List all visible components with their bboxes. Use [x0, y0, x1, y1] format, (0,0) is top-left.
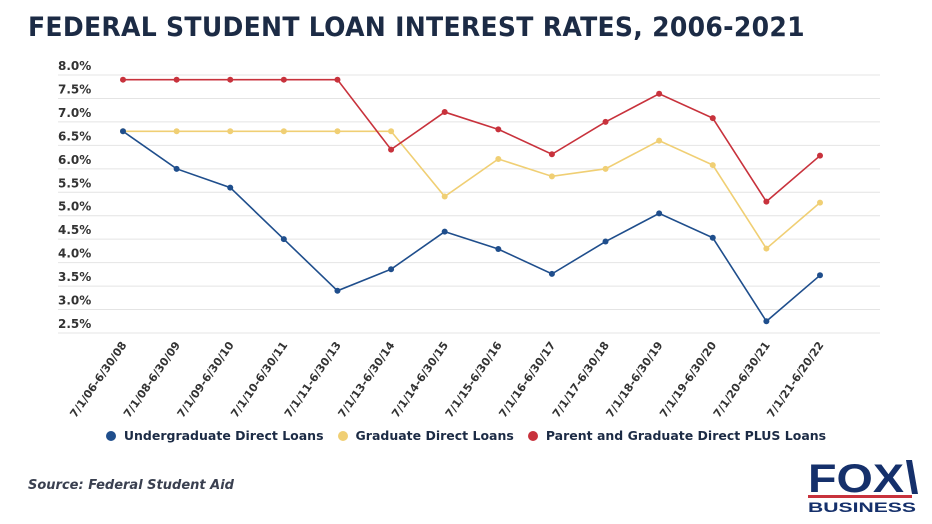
data-point [334, 128, 341, 135]
data-point [709, 234, 716, 241]
data-point [227, 128, 234, 135]
fox-business-logo: FOX BUSINESS [808, 457, 918, 514]
data-point [817, 152, 823, 159]
data-point [602, 118, 609, 125]
data-point [334, 287, 341, 294]
legend-item-undergraduate: Undergraduate Direct Loans [105, 428, 324, 443]
data-point [602, 238, 609, 245]
data-point [120, 76, 126, 83]
legend-marker [527, 430, 538, 441]
data-point [548, 173, 555, 180]
data-point [495, 126, 502, 133]
legend-label: Graduate Direct Loans [355, 428, 514, 443]
data-point [388, 128, 395, 135]
data-point [227, 184, 234, 191]
data-point [441, 228, 448, 235]
data-point [334, 76, 341, 83]
y-tick-label: 4.0% [58, 247, 91, 261]
data-point [173, 128, 180, 135]
data-point [227, 76, 234, 83]
data-point [656, 90, 663, 97]
data-point [763, 198, 770, 205]
x-tick-label: 7/1/18-6/30/19 [604, 339, 666, 420]
data-point [120, 128, 126, 135]
data-point [656, 137, 663, 144]
series-line-1 [123, 130, 821, 250]
data-point [602, 165, 609, 172]
y-tick-label: 8.0% [58, 59, 91, 73]
legend-label: Undergraduate Direct Loans [123, 428, 324, 443]
y-tick-label: 6.5% [58, 129, 91, 143]
y-tick-label: 7.5% [58, 82, 91, 96]
x-tick-label: 7/1/14-6/30/15 [389, 339, 451, 420]
x-tick-label: 7/1/11-6/30/13 [282, 339, 344, 420]
data-point [280, 236, 287, 243]
y-tick-label: 5.5% [58, 176, 91, 190]
data-point [280, 76, 287, 83]
x-tick-label: 7/1/19-6/30/20 [657, 339, 719, 420]
x-tick-label: 7/1/16-6/30/17 [496, 339, 558, 420]
svg-text:FOX: FOX [808, 457, 904, 501]
x-tick-label: 7/1/21-6/20/22 [764, 339, 826, 420]
data-point [388, 266, 395, 273]
y-tick-label: 5.0% [58, 200, 91, 214]
data-point [656, 210, 663, 217]
data-point [763, 318, 770, 325]
legend-marker [337, 430, 348, 441]
y-tick-label: 6.0% [58, 153, 91, 167]
data-point [548, 151, 555, 158]
data-point [495, 155, 502, 162]
y-tick-label: 3.5% [58, 270, 91, 284]
x-tick-label: 7/1/15-6/30/16 [443, 339, 505, 420]
chart-title: FEDERAL STUDENT LOAN INTEREST RATES, 200… [28, 12, 805, 43]
data-point [709, 115, 716, 122]
x-tick-label: 7/1/13-6/30/14 [336, 339, 398, 420]
data-point [709, 162, 716, 169]
series-line-2 [123, 78, 821, 203]
data-point [817, 199, 823, 206]
series-line-0 [122, 130, 821, 323]
y-tick-label: 2.5% [58, 317, 91, 331]
legend: Undergraduate Direct Loans Graduate Dire… [0, 428, 932, 443]
svg-text:BUSINESS: BUSINESS [808, 499, 916, 514]
legend-label: Parent and Graduate Direct PLUS Loans [545, 428, 827, 443]
x-tick-label: 7/1/08-6/30/09 [121, 339, 183, 420]
source-note: Source: Federal Student Aid [28, 478, 234, 493]
data-point [388, 146, 395, 153]
y-tick-label: 3.0% [58, 294, 91, 308]
x-tick-label: 7/1/06-6/30/08 [67, 339, 129, 420]
legend-item-graduate: Graduate Direct Loans [337, 428, 514, 443]
data-point [173, 165, 180, 172]
data-point [763, 245, 770, 252]
y-tick-label: 4.5% [58, 223, 91, 237]
legend-marker [105, 430, 116, 441]
x-tick-label: 7/1/17-6/30/18 [550, 339, 612, 420]
data-point [280, 128, 287, 135]
line-chart: 8.0% 7.5% 7.0% 6.5% 6.0% 5.5% 5.0% 4.5% 4.0% 3.5%… [58, 59, 880, 420]
data-point [548, 270, 555, 277]
data-point [495, 246, 502, 253]
legend-item-plus: Parent and Graduate Direct PLUS Loans [527, 428, 827, 443]
x-tick-label: 7/1/09-6/30/10 [175, 339, 237, 420]
data-point [441, 193, 448, 200]
y-tick-label: 7.0% [58, 106, 91, 120]
x-tick-label: 7/1/10-6/30/11 [228, 339, 290, 420]
data-point [441, 109, 448, 116]
data-point [173, 76, 180, 83]
data-point [817, 272, 823, 279]
x-tick-label: 7/1/20-6/30/21 [711, 339, 773, 420]
